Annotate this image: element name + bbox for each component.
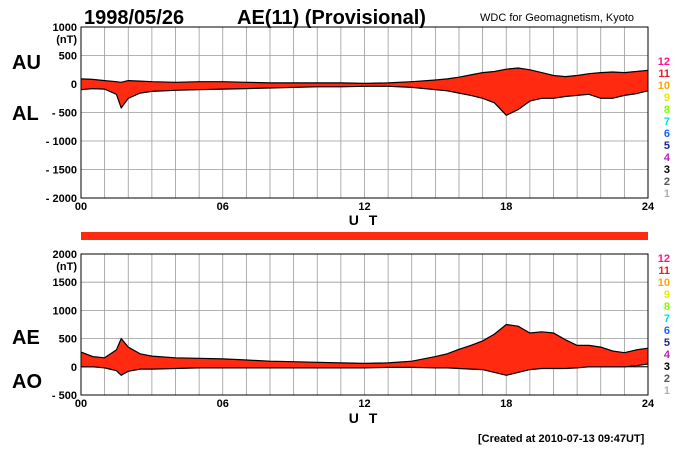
x-tick-label: 18 xyxy=(500,398,512,410)
top-legend-2: 2 xyxy=(663,176,670,188)
bottom-legend-10: 10 xyxy=(657,277,670,289)
bottom-legend-2: 2 xyxy=(663,373,670,385)
y-tick-label: 1000 xyxy=(53,305,77,317)
ao-side-label: AO xyxy=(12,371,42,393)
top-legend-6: 6 xyxy=(663,128,670,140)
area-ae-ao xyxy=(81,324,648,376)
x-tick-label: 12 xyxy=(358,201,370,213)
top-legend-12: 12 xyxy=(657,56,670,68)
y-tick-label: 1000 xyxy=(53,22,77,34)
y-tick-label: - 2000 xyxy=(46,193,77,205)
series-line-ao xyxy=(81,363,649,377)
top-legend-11: 11 xyxy=(658,68,670,80)
source-label: WDC for Geomagnetism, Kyoto xyxy=(480,12,635,24)
x-tick-label: 06 xyxy=(217,201,229,213)
x-tick-label: 00 xyxy=(75,398,87,410)
area-au-al xyxy=(81,68,648,116)
top-legend-1: 1 xyxy=(663,188,670,200)
x-tick-label: 12 xyxy=(358,398,370,410)
top-legend-9: 9 xyxy=(663,92,670,104)
x-tick-label: 18 xyxy=(500,201,512,213)
series-line-al xyxy=(80,85,649,117)
top-legend-5: 5 xyxy=(663,140,670,152)
created-stamp: [Created at 2010-07-13 09:47UT] xyxy=(478,433,645,445)
y-tick-label: - 500 xyxy=(52,108,77,120)
bottom-legend-11: 11 xyxy=(658,265,670,277)
y-tick-label: 500 xyxy=(59,51,77,63)
plot-frame xyxy=(80,253,649,396)
unit-label: (nT) xyxy=(56,34,77,46)
series-line-au xyxy=(80,67,649,85)
bottom-legend-8: 8 xyxy=(663,301,670,313)
y-tick-label: - 1500 xyxy=(46,165,77,177)
y-tick-label: 1500 xyxy=(53,277,77,289)
x-tick-label: 24 xyxy=(642,201,655,213)
series-line-ae xyxy=(80,323,649,365)
station-legend-bottom: 12 11 10 9 8 7 6 5 4 3 2 1 xyxy=(650,253,670,397)
top-legend-8: 8 xyxy=(663,104,670,116)
top-legend-7: 7 xyxy=(663,116,670,128)
bottom-legend-7: 7 xyxy=(663,313,670,325)
plot-frame xyxy=(80,26,649,199)
y-tick-label: 500 xyxy=(59,334,77,346)
top-legend-4: 4 xyxy=(663,152,670,164)
y-tick-label: - 500 xyxy=(52,390,77,402)
y-tick-label: 2000 xyxy=(53,249,77,261)
data-availability-bar xyxy=(81,232,648,240)
ae-side-label: AE xyxy=(12,327,40,349)
bottom-legend-6: 6 xyxy=(663,325,670,337)
top-legend-10: 10 xyxy=(657,80,670,92)
bottom-legend-3: 3 xyxy=(663,361,670,373)
station-legend-top: 12 11 10 9 8 7 6 5 4 3 2 1 xyxy=(650,56,670,200)
y-tick-label: 0 xyxy=(71,362,77,374)
bottom-legend-5: 5 xyxy=(663,337,670,349)
x-tick-label: 24 xyxy=(642,398,655,410)
date-title: 1998/05/26 xyxy=(84,7,185,29)
x-tick-label: 00 xyxy=(75,201,87,213)
bottom-legend-12: 12 xyxy=(657,253,670,265)
y-tick-label: - 1000 xyxy=(46,136,77,148)
chart-title: AE(11) (Provisional) xyxy=(237,7,426,29)
x-axis-label: U T xyxy=(349,212,381,228)
bottom-legend-1: 1 xyxy=(663,385,670,397)
al-side-label: AL xyxy=(12,103,39,125)
bottom-legend-4: 4 xyxy=(663,349,670,361)
y-tick-label: 0 xyxy=(71,79,77,91)
top-legend-3: 3 xyxy=(663,164,670,176)
unit-label: (nT) xyxy=(56,261,77,273)
x-axis-label: U T xyxy=(349,410,381,426)
au-side-label: AU xyxy=(12,52,41,74)
x-tick-label: 06 xyxy=(217,398,229,410)
bottom-legend-9: 9 xyxy=(663,289,670,301)
